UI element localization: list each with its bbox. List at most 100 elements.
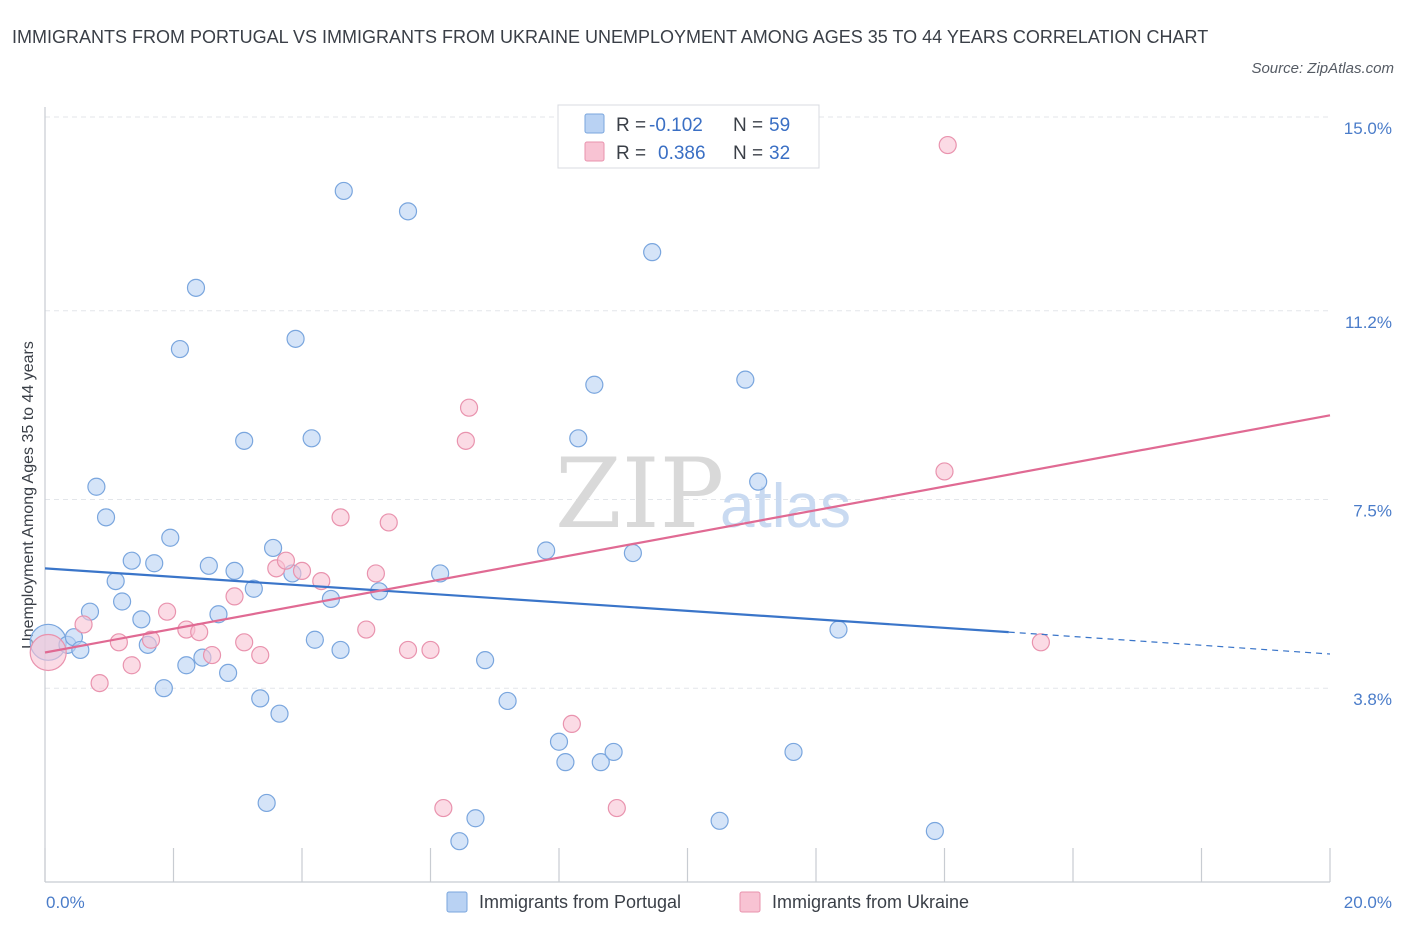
portugal-trend-extension	[1008, 631, 1331, 655]
ukraine-point-1	[74, 615, 93, 634]
bottom-legend-swatch-portugal	[446, 891, 468, 913]
portugal-point-40	[466, 809, 485, 828]
legend-swatch-ukraine	[584, 141, 605, 162]
portugal-point-30	[286, 329, 305, 348]
bottom-legend-ukraine: Immigrants from Ukraine	[772, 892, 969, 912]
ukraine-point-26	[562, 714, 581, 734]
portugal-point-39	[450, 832, 469, 851]
portugal-point-9	[122, 551, 141, 570]
y-axis-label: Unemployment Among Ages 35 to 44 years	[20, 341, 37, 649]
legend-r-ukraine: 0.386	[658, 143, 706, 164]
x-tick-label-0: 0.0%	[46, 893, 85, 912]
watermark-zip: ZIP	[555, 438, 724, 550]
portugal-point-43	[537, 541, 556, 560]
ukraine-point-9	[202, 645, 222, 665]
y-tick-labels: 3.8% 7.5% 11.2% 15.0%	[1344, 119, 1392, 709]
legend-r-label-portugal: R =	[616, 115, 646, 136]
portugal-point-54	[749, 472, 768, 491]
y-tick-label-0: 3.8%	[1353, 690, 1392, 709]
legend-n-ukraine: 32	[769, 143, 790, 164]
portugal-point-25	[251, 689, 270, 708]
portugal-point-49	[604, 742, 623, 762]
ukraine-point-27	[607, 798, 626, 818]
portugal-point-31	[302, 429, 321, 448]
ukraine-points	[29, 135, 1050, 818]
legend-r-label-ukraine: R =	[616, 143, 646, 164]
portugal-point-20	[209, 605, 228, 624]
portugal-point-14	[161, 528, 180, 547]
legend-swatch-portugal	[584, 113, 605, 134]
ukraine-point-18	[357, 620, 376, 639]
ukraine-point-25	[459, 398, 479, 417]
portugal-point-15	[170, 339, 190, 359]
ukraine-point-23	[434, 798, 453, 818]
y-tick-label-3: 15.0%	[1344, 119, 1392, 138]
portugal-point-23	[235, 431, 254, 450]
portugal-point-45	[556, 753, 575, 772]
watermark-atlas: atlas	[720, 472, 851, 541]
ukraine-point-5	[141, 630, 161, 649]
legend-n-label-ukraine: N =	[733, 143, 763, 164]
portugal-point-5	[87, 477, 106, 496]
ukraine-point-29	[938, 135, 957, 155]
bottom-legend-swatch-ukraine	[739, 891, 761, 913]
portugal-point-42	[498, 691, 517, 711]
portugal-point-52	[710, 811, 729, 830]
portugal-point-12	[145, 554, 164, 573]
legend-r-portugal: -0.102	[649, 115, 703, 136]
portugal-trend-line	[44, 567, 1009, 634]
portugal-point-21	[219, 663, 238, 683]
ukraine-point-17	[331, 508, 350, 527]
ukraine-point-11	[235, 633, 254, 652]
portugal-point-32	[305, 630, 324, 649]
portugal-point-24	[244, 579, 263, 598]
chart-title: IMMIGRANTS FROM PORTUGAL VS IMMIGRANTS F…	[12, 27, 1209, 47]
portugal-point-44	[549, 732, 569, 751]
trend-lines	[44, 414, 1331, 655]
watermark: ZIP atlas	[555, 438, 851, 550]
portugal-point-47	[585, 375, 604, 394]
portugal-point-13	[154, 679, 173, 698]
ukraine-point-21	[398, 640, 418, 660]
ukraine-point-28	[935, 462, 954, 481]
portugal-point-55	[784, 742, 803, 762]
bottom-legend: Immigrants from Portugal Immigrants from…	[446, 891, 969, 913]
source-label: Source: ZipAtlas.com	[1251, 60, 1394, 77]
x-tick-labels: 0.0% 20.0%	[46, 893, 1392, 912]
portugal-point-50	[623, 543, 642, 563]
ukraine-point-15	[292, 561, 312, 581]
x-tick-label-1: 20.0%	[1344, 893, 1392, 912]
legend: R = -0.102 N = 59 R = 0.386 N = 32	[557, 104, 820, 169]
legend-n-portugal: 59	[769, 115, 790, 136]
portugal-point-57	[925, 821, 944, 841]
ukraine-point-6	[157, 602, 177, 621]
ukraine-point-20	[379, 513, 398, 532]
ukraine-point-2	[90, 673, 109, 693]
portugal-point-6	[96, 508, 116, 527]
ukraine-point-10	[225, 587, 244, 606]
ukraine-point-30	[1031, 633, 1050, 652]
bottom-legend-portugal: Immigrants from Portugal	[479, 892, 681, 912]
portugal-point-26	[257, 793, 276, 813]
portugal-point-51	[643, 243, 662, 262]
ukraine-point-4	[122, 656, 141, 675]
portugal-point-35	[334, 181, 353, 201]
y-tick-label-1: 7.5%	[1353, 502, 1392, 521]
portugal-point-53	[736, 370, 755, 389]
portugal-point-17	[186, 278, 206, 297]
portugal-point-48	[591, 753, 610, 772]
y-tick-label-2: 11.2%	[1345, 313, 1392, 332]
portugal-point-16	[177, 656, 196, 675]
portugal-point-22	[225, 561, 244, 581]
portugal-point-27	[263, 538, 283, 558]
ukraine-trend-line	[44, 414, 1331, 654]
portugal-point-37	[398, 202, 418, 221]
portugal-point-8	[112, 592, 132, 611]
portugal-point-41	[476, 651, 495, 670]
portugal-point-19	[199, 556, 218, 575]
ukraine-point-24	[456, 431, 475, 450]
legend-n-label-portugal: N =	[733, 115, 763, 136]
portugal-point-28	[270, 704, 289, 723]
portugal-point-56	[829, 620, 848, 639]
ukraine-point-12	[251, 645, 270, 665]
